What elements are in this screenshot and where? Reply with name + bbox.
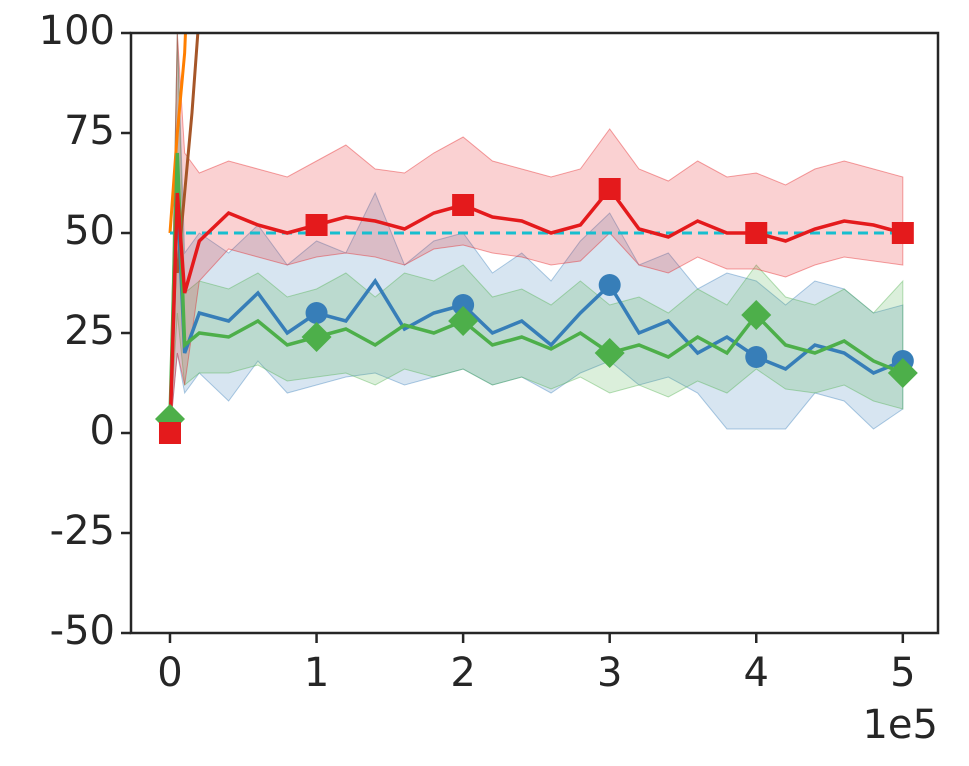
marker [594,338,625,368]
marker [305,302,328,324]
band [169,33,904,430]
y-tick-label: -25 [50,508,115,554]
x-tick-label: 0 [157,650,182,696]
marker [305,214,328,236]
marker [452,294,475,316]
marker [598,274,621,296]
y-tick-label: -50 [50,608,115,654]
line [168,33,187,234]
y-tick-label: 25 [64,308,115,354]
marker [891,222,914,244]
marker [452,194,475,216]
marker [887,358,918,388]
marker [158,422,181,444]
plot-area [154,33,918,444]
x-tick-label: 3 [597,650,622,696]
marker [448,306,479,336]
marker [598,178,621,200]
y-tick-label: 75 [64,108,115,154]
y-tick-label: 0 [90,408,115,454]
x-tick-label: 1 [304,650,329,696]
x-tick-label: 5 [890,650,915,696]
line [168,186,904,434]
x-tick-label: 2 [450,650,475,696]
y-tick-label: 50 [64,208,115,254]
x-tick-label: 4 [744,650,769,696]
line [175,33,200,274]
marker [301,322,332,352]
line [168,152,904,420]
marker [745,222,768,244]
marker [745,346,768,368]
y-tick-label: 100 [39,8,115,54]
x-offset-label: 1e5 [862,702,938,748]
band [169,33,904,434]
line [168,192,904,426]
marker [741,300,772,330]
